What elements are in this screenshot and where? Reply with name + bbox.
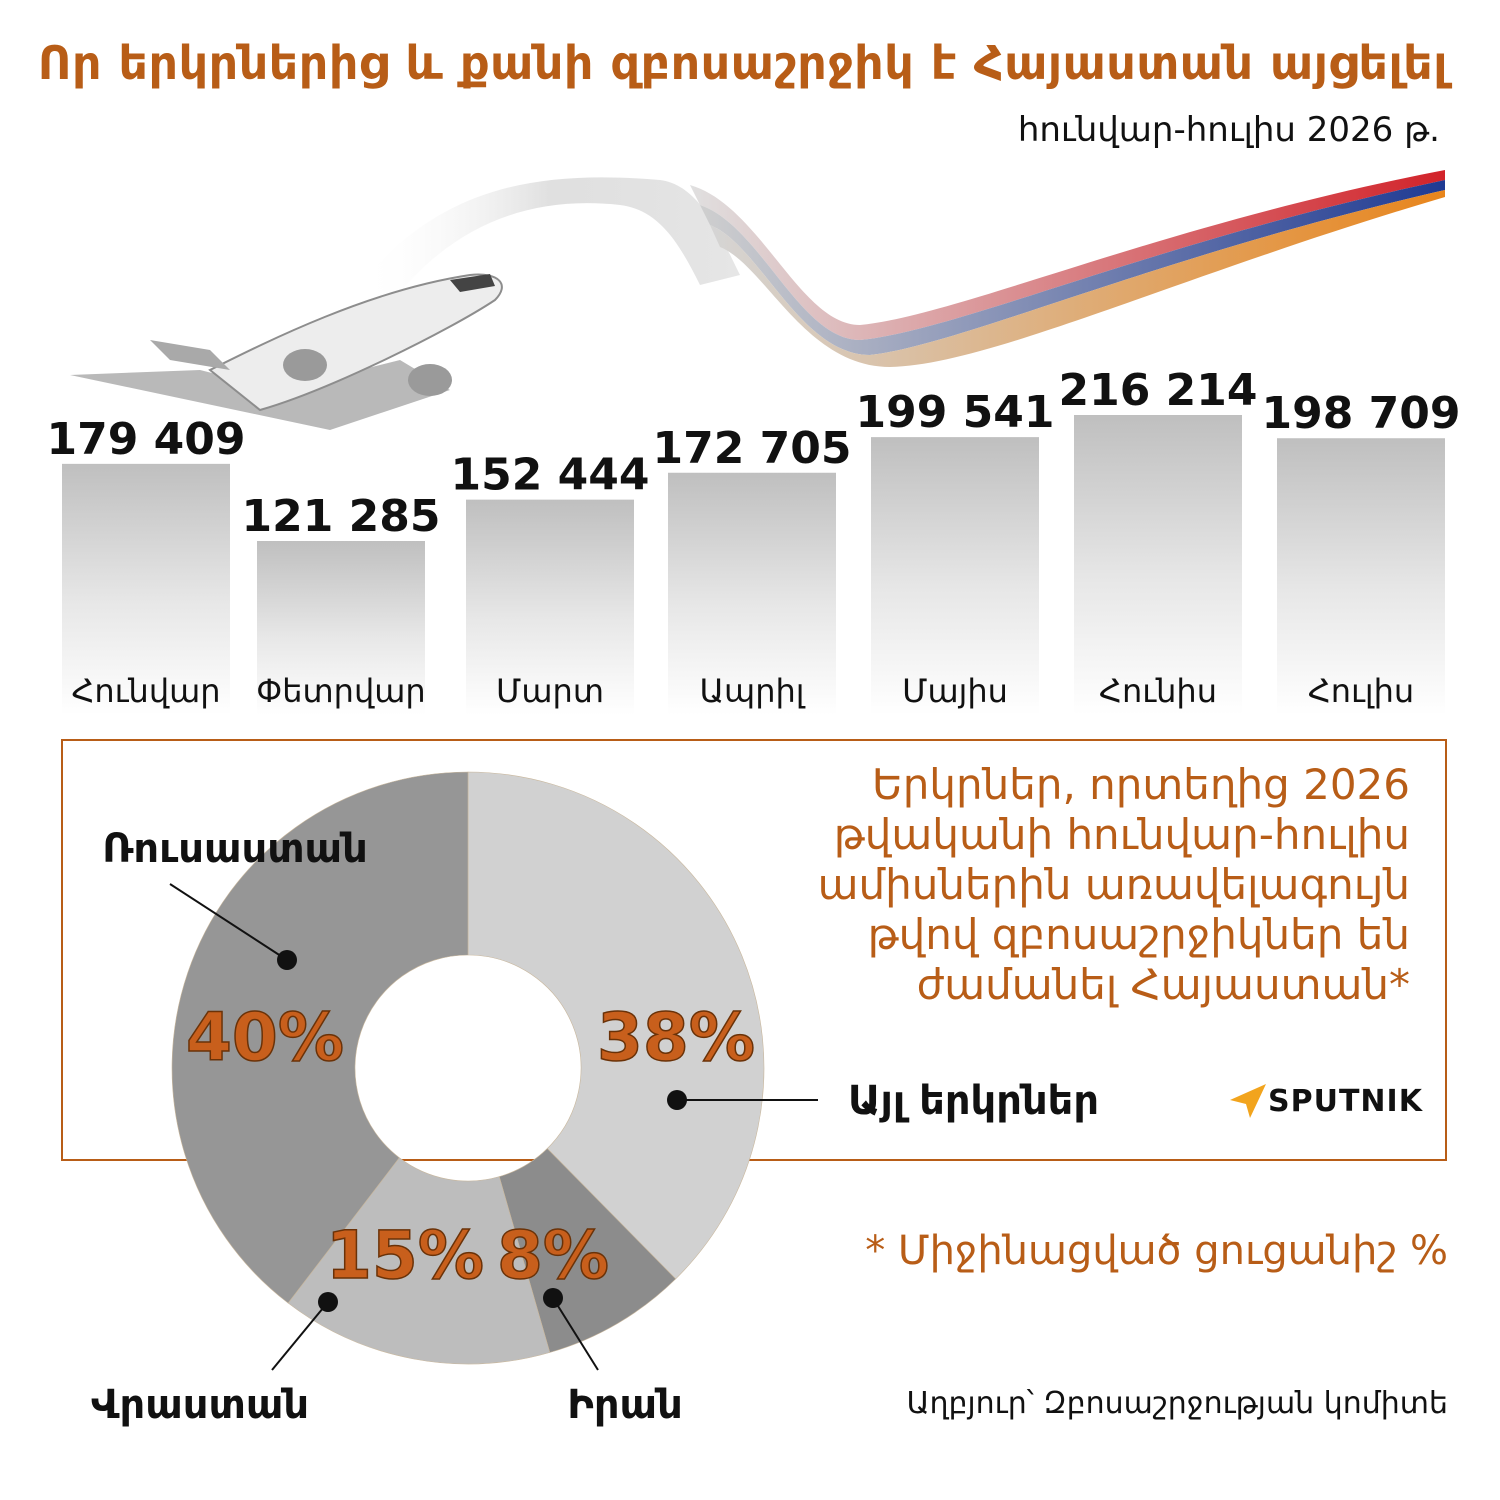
- bar-category-label: Հունվար: [71, 672, 220, 710]
- bar-category-label: Հունիս: [1099, 672, 1217, 710]
- page-subtitle: հունվար-հուլիս 2026 թ.: [1017, 110, 1440, 150]
- brand-name: SPUTNIK: [1268, 1084, 1423, 1119]
- leader-dot: [318, 1292, 338, 1312]
- page-title: Որ երկրներից և քանի զբոսաշրջիկ է Հայաստա…: [37, 36, 1448, 90]
- airplane-flag-illustration: [70, 170, 1445, 430]
- bar-value-label: 121 285: [241, 491, 440, 542]
- bar-value-label: 152 444: [450, 450, 649, 501]
- bar-category-label: Փետրվար: [256, 672, 425, 710]
- bar-4: [668, 472, 836, 715]
- footnote: * Միջինացված ցուցանիշ %: [865, 1228, 1448, 1274]
- bar-category-label: Մայիս: [902, 672, 1008, 710]
- bar-category-label: Հուլիս: [1308, 672, 1414, 710]
- bar-2: [257, 541, 425, 715]
- info-description: Երկրներ, որտեղից 2026 թվականի հունվար-հո…: [817, 760, 1410, 1009]
- leader-line: [552, 1297, 599, 1371]
- source-note: Աղբյուր՝ Զբոսաշրջության կոմիտե: [906, 1386, 1449, 1421]
- bar-1: [62, 463, 230, 715]
- bar-6: [1074, 415, 1242, 715]
- leader-line: [271, 1301, 329, 1371]
- bar-category-label: Մարտ: [496, 672, 604, 710]
- bar-category-label: Ապրիլ: [700, 672, 806, 710]
- leader-dot: [543, 1288, 563, 1308]
- bar-5: [871, 437, 1039, 715]
- sputnik-logo-icon: [1230, 1084, 1266, 1118]
- bar-3: [466, 499, 634, 715]
- airplane-icon: [70, 273, 503, 430]
- bar-7: [1277, 438, 1445, 715]
